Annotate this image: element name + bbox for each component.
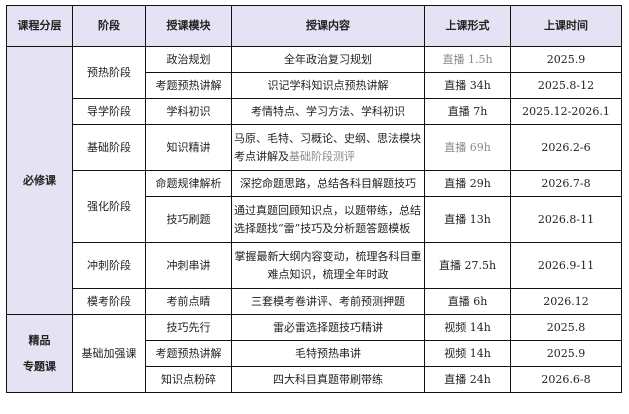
table-row: 基础阶段 知识精讲 马原、毛特、习概论、史纲、思法模块考点讲解及基础阶段测评 直… bbox=[7, 124, 622, 171]
content-cell: 雷必雷选择题技巧精讲 bbox=[231, 314, 425, 341]
header-format: 上课形式 bbox=[424, 5, 511, 47]
content-cell: 三套模考卷讲评、考前预测押题 bbox=[231, 288, 425, 315]
format-cell: 视频 14h bbox=[424, 340, 511, 367]
header-stage: 阶段 bbox=[72, 5, 146, 47]
header-tier: 课程分层 bbox=[6, 5, 73, 47]
content-cell: 掌握最新大纲内容变动，梳理各科目重难点知识，梳理全年时政 bbox=[231, 242, 425, 289]
tier-premium-line2: 专题课 bbox=[23, 359, 56, 373]
module-cell: 知识点粉碎 bbox=[145, 366, 232, 393]
content-muted-text: 基础阶段测评 bbox=[289, 149, 355, 163]
format-cell: 直播 13h bbox=[424, 196, 511, 243]
module-cell: 考题预热讲解 bbox=[145, 72, 232, 99]
header-time: 上课时间 bbox=[510, 5, 622, 47]
table-row: 考题预热讲解 识记学科知识点预热讲解 直播 34h 2025.8-12 bbox=[7, 72, 622, 99]
format-cell: 直播 1.5h bbox=[424, 46, 511, 73]
module-cell: 冲刺串讲 bbox=[145, 242, 232, 289]
table-row: 导学阶段 学科初识 考情特点、学习方法、学科初识 直播 7h 2025.12-2… bbox=[7, 98, 622, 125]
header-module: 授课模块 bbox=[145, 5, 232, 47]
time-cell: 2026.6-8 bbox=[510, 366, 622, 393]
time-cell: 2025.8-12 bbox=[510, 72, 622, 99]
time-cell: 2026.9-11 bbox=[510, 242, 622, 289]
content-cell: 全年政治复习规划 bbox=[231, 46, 425, 73]
module-cell: 考前点睛 bbox=[145, 288, 232, 315]
content-cell: 考情特点、学习方法、学科初识 bbox=[231, 98, 425, 125]
table-row: 强化阶段 命题规律解析 深挖命题思路，总结各科目解题技巧 直播 29h 2026… bbox=[7, 170, 622, 243]
time-cell: 2025.12-2026.1 bbox=[510, 98, 622, 125]
tier-premium: 精品 专题课 bbox=[6, 314, 73, 393]
tier-premium-line1: 精品 bbox=[28, 333, 51, 347]
table-row: 技巧刷题 通过真题回顾知识点，以题带练，总结选择题找“雷”技巧及分析题答题模板 … bbox=[7, 196, 622, 243]
format-cell: 直播 69h bbox=[424, 124, 511, 171]
module-cell: 命题规律解析 bbox=[145, 170, 232, 197]
time-cell: 2026.8-11 bbox=[510, 196, 622, 243]
time-cell: 2026.7-8 bbox=[510, 170, 622, 197]
table-row: 知识点粉碎 四大科目真题带刷带练 直播 24h 2026.6-8 bbox=[7, 366, 622, 393]
module-cell: 技巧刷题 bbox=[145, 196, 232, 243]
content-cell: 识记学科知识点预热讲解 bbox=[231, 72, 425, 99]
time-cell: 2026.2-6 bbox=[510, 124, 622, 171]
format-cell: 直播 7h bbox=[424, 98, 511, 125]
stage-cell: 预热阶段 bbox=[72, 46, 146, 99]
content-cell: 深挖命题思路，总结各科目解题技巧 bbox=[231, 170, 425, 197]
time-cell: 2025.8 bbox=[510, 314, 622, 341]
table-row: 考题预热讲解 毛特预热串讲 视频 14h 2025.9 bbox=[7, 340, 622, 367]
content-cell: 马原、毛特、习概论、史纲、思法模块考点讲解及基础阶段测评 bbox=[231, 124, 425, 171]
time-cell: 2026.12 bbox=[510, 288, 622, 315]
header-content: 授课内容 bbox=[231, 5, 425, 47]
stage-cell: 模考阶段 bbox=[72, 288, 146, 315]
content-cell: 毛特预热串讲 bbox=[231, 340, 425, 367]
content-cell: 四大科目真题带刷带练 bbox=[231, 366, 425, 393]
format-cell: 视频 14h bbox=[424, 314, 511, 341]
table-row: 精品专题课 基础加强课 技巧先行 雷必雷选择题技巧精讲 视频 14h 2025.… bbox=[6, 314, 622, 393]
table-row: 模考阶段 考前点睛 三套模考卷讲评、考前预测押题 直播 6h 2026.12 bbox=[7, 288, 622, 315]
course-schedule-table: 课程分层 阶段 授课模块 授课内容 上课形式 上课时间 必修课 预热阶段 政治规… bbox=[6, 5, 622, 393]
time-cell: 2025.9 bbox=[510, 340, 622, 367]
module-cell: 考题预热讲解 bbox=[145, 340, 232, 367]
format-cell: 直播 34h bbox=[424, 72, 511, 99]
module-cell: 学科初识 bbox=[145, 98, 232, 125]
table-row: 必修课 预热阶段 政治规划 全年政治复习规划 直播 1.5h 2025.9 bbox=[6, 46, 622, 315]
format-cell: 直播 29h bbox=[424, 170, 511, 197]
format-cell: 直播 27.5h bbox=[424, 242, 511, 289]
header-row: 课程分层 阶段 授课模块 授课内容 上课形式 上课时间 bbox=[6, 5, 622, 47]
content-text: 马原、毛特、习概论、史纲、思法模块考点讲解及 bbox=[234, 131, 421, 163]
table-row: 冲刺阶段 冲刺串讲 掌握最新大纲内容变动，梳理各科目重难点知识，梳理全年时政 直… bbox=[7, 242, 622, 289]
tier-required: 必修课 bbox=[6, 46, 73, 315]
stage-cell: 导学阶段 bbox=[72, 98, 146, 125]
module-cell: 技巧先行 bbox=[145, 314, 232, 341]
content-cell: 通过真题回顾知识点，以题带练，总结选择题找“雷”技巧及分析题答题模板 bbox=[231, 196, 425, 243]
stage-cell: 强化阶段 bbox=[72, 170, 146, 243]
stage-cell: 基础加强课 bbox=[72, 314, 146, 393]
stage-cell: 冲刺阶段 bbox=[72, 242, 146, 289]
module-cell: 政治规划 bbox=[145, 46, 232, 73]
stage-cell: 基础阶段 bbox=[72, 124, 146, 171]
format-cell: 直播 6h bbox=[424, 288, 511, 315]
module-cell: 知识精讲 bbox=[145, 124, 232, 171]
format-cell: 直播 24h bbox=[424, 366, 511, 393]
time-cell: 2025.9 bbox=[510, 46, 622, 73]
